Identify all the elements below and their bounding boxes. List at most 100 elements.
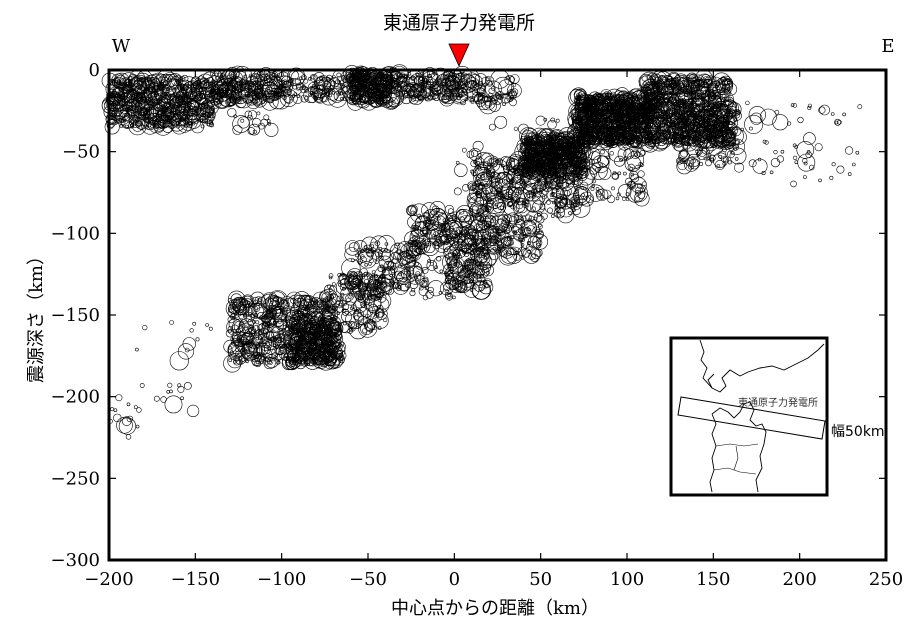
- data-point: [135, 347, 139, 352]
- data-point: [257, 298, 262, 303]
- data-point: [128, 98, 134, 104]
- data-point: [135, 122, 141, 128]
- data-point: [187, 101, 192, 107]
- data-point: [363, 278, 369, 284]
- data-point: [165, 104, 181, 121]
- data-point: [175, 78, 180, 83]
- data-point: [232, 115, 250, 133]
- data-point: [488, 87, 495, 95]
- data-point: [167, 99, 171, 103]
- data-point: [515, 200, 529, 214]
- data-point: [195, 77, 200, 82]
- data-point: [115, 74, 126, 85]
- data-point: [121, 119, 126, 123]
- data-point: [101, 95, 120, 115]
- data-point: [141, 117, 159, 135]
- data-point: [328, 288, 333, 293]
- data-point: [142, 113, 147, 118]
- data-point: [252, 117, 262, 128]
- data-point: [292, 85, 297, 90]
- data-point: [186, 87, 193, 94]
- data-point: [327, 284, 331, 289]
- data-point: [121, 121, 126, 126]
- data-point: [185, 114, 194, 123]
- data-point: [153, 395, 160, 402]
- data-point: [122, 117, 126, 121]
- data-point: [255, 320, 260, 325]
- data-point: [164, 74, 173, 83]
- west-label: W: [112, 36, 131, 57]
- data-point: [204, 79, 208, 84]
- data-point: [125, 107, 130, 112]
- data-point: [140, 108, 147, 115]
- data-point: [123, 98, 128, 103]
- data-point: [328, 273, 334, 278]
- data-point: [202, 112, 215, 124]
- data-point: [192, 81, 200, 89]
- data-point: [355, 253, 359, 258]
- east-label: E: [881, 36, 894, 57]
- data-point: [204, 91, 212, 99]
- data-point: [176, 124, 180, 129]
- data-point: [138, 78, 143, 83]
- data-point: [182, 115, 187, 120]
- data-point: [135, 424, 140, 429]
- site-marker-triangle: [448, 43, 470, 67]
- data-point: [188, 103, 196, 111]
- data-point: [204, 86, 210, 93]
- data-point: [199, 115, 207, 123]
- data-point: [111, 73, 126, 89]
- data-point: [151, 106, 155, 110]
- data-point: [136, 100, 141, 104]
- data-point: [115, 394, 123, 402]
- data-point: [175, 90, 184, 100]
- data-point: [124, 124, 129, 129]
- data-point: [200, 124, 205, 129]
- data-points: [101, 64, 863, 440]
- data-point: [169, 116, 178, 125]
- data-point: [105, 113, 118, 125]
- data-point: [128, 112, 136, 120]
- data-point: [183, 381, 192, 390]
- data-point: [202, 108, 206, 112]
- data-point: [199, 102, 215, 118]
- data-point: [168, 107, 174, 113]
- data-point: [240, 118, 245, 123]
- data-point: [364, 262, 369, 267]
- data-point: [180, 396, 184, 401]
- data-point: [152, 119, 165, 132]
- data-point: [139, 107, 151, 119]
- data-point: [197, 75, 205, 83]
- data-point: [191, 121, 196, 126]
- data-point: [199, 103, 205, 109]
- data-point: [184, 122, 188, 126]
- data-point: [134, 117, 140, 123]
- data-point: [155, 113, 168, 126]
- data-point: [228, 358, 232, 363]
- data-point: [174, 75, 182, 83]
- data-point: [209, 114, 213, 119]
- data-point: [359, 256, 367, 264]
- data-point: [165, 81, 171, 87]
- data-point: [137, 92, 142, 97]
- data-point: [182, 107, 193, 117]
- data-point: [205, 112, 209, 117]
- data-point: [200, 112, 206, 118]
- data-point: [178, 119, 182, 123]
- data-point: [160, 77, 170, 86]
- data-point: [113, 413, 122, 423]
- data-point: [331, 282, 336, 287]
- data-point: [174, 87, 187, 101]
- data-point: [113, 408, 118, 413]
- data-point: [209, 109, 214, 114]
- data-point: [296, 86, 301, 91]
- data-point: [169, 96, 174, 100]
- data-point: [146, 85, 150, 90]
- data-point: [208, 121, 213, 126]
- data-point: [372, 312, 389, 329]
- data-point: [227, 107, 237, 118]
- data-point: [150, 117, 154, 121]
- data-point: [126, 104, 138, 116]
